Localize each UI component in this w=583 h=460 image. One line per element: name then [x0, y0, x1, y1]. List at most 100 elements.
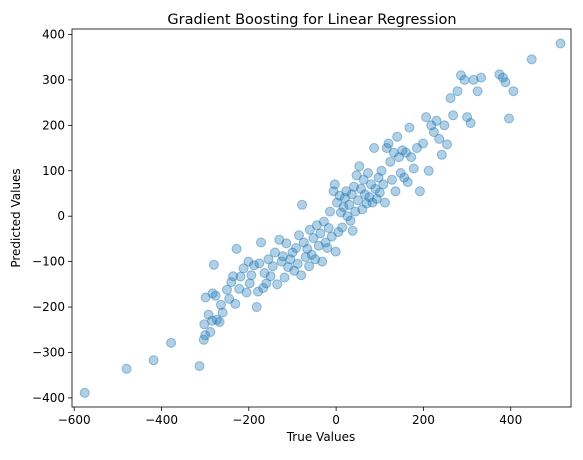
data-point: [329, 179, 340, 190]
data-point: [497, 72, 508, 83]
y-tick-label: −200: [32, 300, 65, 314]
data-point: [208, 259, 219, 270]
data-point: [399, 172, 410, 183]
data-point: [338, 202, 349, 213]
y-tick-label: 400: [42, 27, 65, 41]
data-point: [354, 161, 365, 172]
data-point: [418, 138, 428, 149]
data-point: [285, 254, 296, 265]
data-point: [205, 327, 216, 337]
data-point: [366, 179, 377, 190]
data-point: [439, 120, 450, 131]
data-point: [258, 283, 269, 293]
x-tick-label: −600: [58, 413, 91, 427]
data-point: [259, 268, 270, 278]
data-point: [504, 113, 514, 124]
data-point: [456, 70, 466, 81]
data-point: [246, 270, 257, 281]
data-point: [508, 86, 519, 97]
data-point: [445, 93, 456, 104]
data-point: [311, 220, 322, 231]
data-point: [211, 314, 222, 325]
data-point: [241, 287, 252, 298]
data-point: [406, 152, 417, 163]
data-point: [356, 183, 366, 194]
data-point: [421, 112, 432, 123]
data-point: [341, 186, 352, 197]
data-point: [226, 277, 237, 288]
data-point: [263, 254, 274, 265]
data-point: [364, 192, 375, 203]
data-point: [166, 337, 177, 348]
x-tick-label: 200: [412, 413, 435, 427]
data-point: [279, 272, 290, 283]
data-point: [376, 165, 387, 176]
data-point: [297, 199, 308, 210]
data-point: [404, 122, 415, 133]
data-point: [411, 143, 422, 153]
data-point: [207, 288, 218, 299]
data-point: [326, 231, 337, 242]
data-point: [214, 317, 225, 327]
data-point: [381, 143, 392, 153]
data-point: [79, 387, 90, 398]
data-point: [322, 243, 333, 253]
data-point: [203, 309, 214, 320]
data-point: [448, 110, 459, 121]
data-point: [251, 302, 262, 312]
data-point: [325, 206, 335, 217]
data-point: [476, 72, 487, 83]
data-point: [394, 152, 404, 163]
data-point: [361, 198, 372, 209]
x-tick-label: 0: [332, 413, 340, 427]
data-point: [334, 190, 345, 201]
data-point: [291, 243, 301, 253]
data-point: [342, 211, 353, 222]
data-point: [313, 240, 324, 251]
data-point: [272, 279, 283, 290]
data-point: [346, 189, 357, 200]
data-point: [349, 181, 359, 192]
data-point: [378, 179, 389, 190]
data-point: [256, 237, 266, 248]
data-point: [387, 174, 397, 185]
data-point: [281, 238, 292, 249]
data-point: [351, 170, 362, 181]
data-point: [318, 216, 329, 227]
data-point: [395, 168, 406, 178]
y-axis-ticks: −400 −300 −200 −100 0 100 200 300 400: [32, 27, 72, 405]
data-point: [254, 258, 265, 269]
data-point: [358, 174, 369, 185]
data-point: [306, 249, 317, 260]
data-point: [198, 334, 209, 345]
data-point: [462, 112, 473, 123]
data-point: [494, 69, 505, 80]
data-point: [230, 298, 241, 309]
plot-area: [72, 29, 571, 407]
data-point: [238, 263, 249, 274]
data-point: [408, 163, 419, 174]
data-point: [434, 133, 445, 144]
data-point: [452, 86, 463, 97]
data-point: [353, 195, 363, 206]
data-point: [270, 247, 280, 258]
data-point: [383, 138, 394, 149]
data-point: [347, 225, 358, 236]
data-point: [287, 247, 298, 258]
data-point: [526, 54, 537, 65]
x-axis-ticks: −600 −400 −200 0 200 400: [58, 407, 522, 427]
data-point: [344, 199, 355, 210]
data-point: [380, 197, 390, 208]
data-point: [465, 118, 476, 128]
data-point: [363, 168, 373, 178]
x-tick-label: −400: [145, 413, 178, 427]
data-point: [276, 256, 287, 267]
data-point: [283, 262, 294, 273]
data-point: [207, 315, 218, 326]
y-tick-label: 300: [42, 73, 65, 87]
data-point: [373, 172, 384, 183]
data-point: [428, 127, 439, 138]
data-point: [385, 156, 396, 167]
